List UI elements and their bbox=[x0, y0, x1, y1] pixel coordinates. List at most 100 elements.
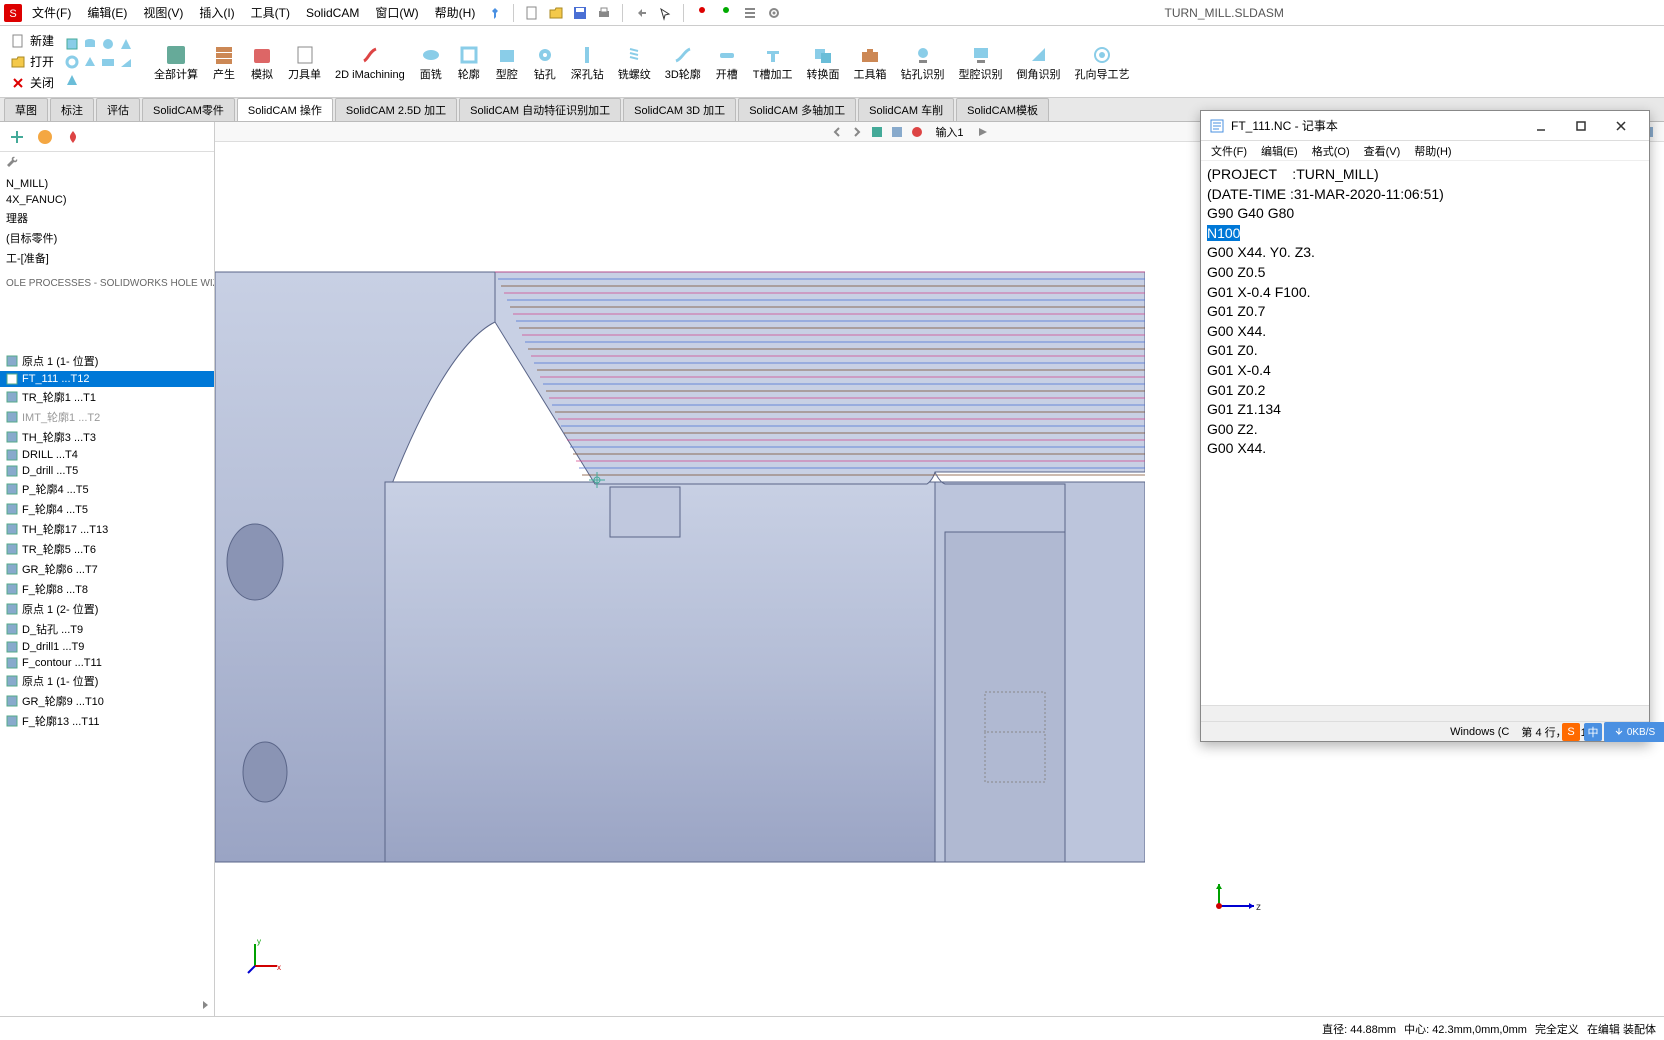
tab-9[interactable]: SolidCAM 车削 bbox=[858, 98, 954, 121]
cube-view-icon[interactable] bbox=[869, 124, 885, 140]
pocket-button[interactable]: 型腔 bbox=[489, 41, 525, 83]
menu-view[interactable]: 视图(V) bbox=[137, 2, 189, 23]
hole-wizard-button[interactable]: 孔向导工艺 bbox=[1069, 41, 1136, 83]
tab-6[interactable]: SolidCAM 自动特征识别加工 bbox=[459, 98, 621, 121]
t-slot-button[interactable]: T槽加工 bbox=[747, 41, 799, 83]
operation-item[interactable]: GR_轮廓6 ...T7 bbox=[0, 559, 214, 579]
pyramid-icon[interactable] bbox=[64, 72, 80, 88]
operation-item[interactable]: F_轮廓4 ...T5 bbox=[0, 499, 214, 519]
sphere-icon[interactable] bbox=[100, 36, 116, 52]
operation-item[interactable]: IMT_轮廓1 ...T2 bbox=[0, 407, 214, 427]
profile-button[interactable]: 轮廓 bbox=[451, 41, 487, 83]
menu-help[interactable]: 帮助(H) bbox=[429, 2, 482, 23]
tab-2[interactable]: 评估 bbox=[96, 98, 140, 121]
deep-drill-button[interactable]: 深孔钻 bbox=[565, 41, 610, 83]
wrench-icon[interactable] bbox=[6, 156, 20, 170]
menu-file[interactable]: 文件(F) bbox=[26, 2, 77, 23]
tab-4[interactable]: SolidCAM 操作 bbox=[237, 98, 333, 121]
operation-item[interactable]: GR_轮廓9 ...T10 bbox=[0, 691, 214, 711]
close-button[interactable] bbox=[1601, 112, 1641, 140]
transform-face-button[interactable]: 转换面 bbox=[801, 41, 846, 83]
new-doc-icon[interactable] bbox=[522, 3, 542, 23]
cone-icon[interactable] bbox=[118, 36, 134, 52]
scroll-right-icon[interactable] bbox=[198, 998, 212, 1012]
traffic-red-icon[interactable] bbox=[692, 3, 712, 23]
flame-icon[interactable] bbox=[62, 126, 84, 148]
box2-icon[interactable] bbox=[100, 54, 116, 70]
menu-insert[interactable]: 插入(I) bbox=[193, 2, 240, 23]
traffic-green-icon[interactable] bbox=[716, 3, 736, 23]
menu-window[interactable]: 窗口(W) bbox=[369, 2, 424, 23]
tab-7[interactable]: SolidCAM 3D 加工 bbox=[623, 98, 736, 121]
arrow-left-icon[interactable] bbox=[829, 124, 845, 140]
arrow-right-icon[interactable] bbox=[849, 124, 865, 140]
operation-item[interactable]: TH_轮廓17 ...T13 bbox=[0, 519, 214, 539]
np-menu-file[interactable]: 文件(F) bbox=[1205, 142, 1253, 160]
np-menu-help[interactable]: 帮助(H) bbox=[1408, 142, 1457, 160]
undo-icon[interactable] bbox=[631, 3, 651, 23]
drill-button[interactable]: 钻孔 bbox=[527, 41, 563, 83]
operation-item[interactable]: F_contour ...T11 bbox=[0, 655, 214, 671]
pocket-recognize-button[interactable]: 型腔识别 bbox=[953, 41, 1009, 83]
operation-item[interactable]: F_轮廓13 ...T11 bbox=[0, 711, 214, 731]
pin-icon[interactable] bbox=[485, 3, 505, 23]
operation-item[interactable]: F_轮廓8 ...T8 bbox=[0, 579, 214, 599]
tab-8[interactable]: SolidCAM 多轴加工 bbox=[738, 98, 856, 121]
feature-tree[interactable]: N_MILL)4X_FANUC)理器(目标零件)工-[准备]OLE PROCES… bbox=[0, 174, 214, 733]
operation-item[interactable]: TR_轮廓1 ...T1 bbox=[0, 387, 214, 407]
cylinder-icon[interactable] bbox=[82, 36, 98, 52]
tab-5[interactable]: SolidCAM 2.5D 加工 bbox=[335, 98, 457, 121]
play-icon[interactable] bbox=[974, 124, 990, 140]
cube-view2-icon[interactable] bbox=[889, 124, 905, 140]
tree-item[interactable]: 4X_FANUC) bbox=[0, 192, 214, 208]
simulate-button[interactable]: 模拟 bbox=[244, 41, 280, 83]
np-menu-format[interactable]: 格式(O) bbox=[1306, 142, 1356, 160]
tab-3[interactable]: SolidCAM零件 bbox=[142, 98, 235, 121]
list-icon[interactable] bbox=[740, 3, 760, 23]
menu-edit[interactable]: 编辑(E) bbox=[81, 2, 133, 23]
operation-item[interactable]: 原点 1 (1- 位置) bbox=[0, 351, 214, 371]
thread-mill-button[interactable]: 铣螺纹 bbox=[612, 41, 657, 83]
gear-icon[interactable] bbox=[764, 3, 784, 23]
tree-item[interactable]: N_MILL) bbox=[0, 176, 214, 192]
ball-icon[interactable] bbox=[909, 124, 925, 140]
tab-10[interactable]: SolidCAM模板 bbox=[956, 98, 1049, 121]
face-mill-button[interactable]: 面铣 bbox=[413, 41, 449, 83]
calc-all-button[interactable]: 全部计算 bbox=[148, 41, 204, 83]
generate-button[interactable]: 产生 bbox=[206, 41, 242, 83]
operation-item[interactable]: DRILL ...T4 bbox=[0, 447, 214, 463]
notepad-titlebar[interactable]: FT_111.NC - 记事本 bbox=[1201, 111, 1649, 141]
toolbox-button[interactable]: 工具箱 bbox=[848, 41, 893, 83]
notepad-scrollbar[interactable] bbox=[1201, 705, 1649, 721]
tool-list-button[interactable]: 刀具单 bbox=[282, 41, 327, 83]
cross-icon[interactable] bbox=[6, 126, 28, 148]
np-menu-view[interactable]: 查看(V) bbox=[1358, 142, 1407, 160]
prism-icon[interactable] bbox=[82, 54, 98, 70]
menu-solidcam[interactable]: SolidCAM bbox=[300, 4, 365, 22]
tab-0[interactable]: 草图 bbox=[4, 98, 48, 121]
maximize-button[interactable] bbox=[1561, 112, 1601, 140]
notepad-body[interactable]: (PROJECT :TURN_MILL)(DATE-TIME :31-MAR-2… bbox=[1201, 161, 1649, 705]
operation-item[interactable]: TR_轮廓5 ...T6 bbox=[0, 539, 214, 559]
operation-item[interactable]: D_钻孔 ...T9 bbox=[0, 619, 214, 639]
operation-item[interactable]: TH_轮廓3 ...T3 bbox=[0, 427, 214, 447]
open-button[interactable]: 打开 bbox=[6, 52, 58, 71]
tree-item[interactable]: 理器 bbox=[0, 208, 214, 228]
open-icon[interactable] bbox=[546, 3, 566, 23]
ime-s-icon[interactable]: S bbox=[1562, 723, 1580, 741]
tab-1[interactable]: 标注 bbox=[50, 98, 94, 121]
ime-lang-icon[interactable]: 中 bbox=[1584, 723, 1602, 741]
menu-tools[interactable]: 工具(T) bbox=[245, 2, 296, 23]
torus-icon[interactable] bbox=[64, 54, 80, 70]
np-menu-edit[interactable]: 编辑(E) bbox=[1255, 142, 1304, 160]
3d-profile-button[interactable]: 3D轮廓 bbox=[659, 41, 707, 83]
print-icon[interactable] bbox=[594, 3, 614, 23]
operation-item[interactable]: FT_111 ...T12 bbox=[0, 371, 214, 387]
new-button[interactable]: 新建 bbox=[6, 31, 58, 50]
operation-item[interactable]: D_drill1 ...T9 bbox=[0, 639, 214, 655]
tree-item[interactable]: 工-[准备] bbox=[0, 248, 214, 268]
tree-item[interactable]: (目标零件) bbox=[0, 228, 214, 248]
wedge-icon[interactable] bbox=[118, 54, 134, 70]
operation-item[interactable]: P_轮廓4 ...T5 bbox=[0, 479, 214, 499]
slot-button[interactable]: 开槽 bbox=[709, 41, 745, 83]
